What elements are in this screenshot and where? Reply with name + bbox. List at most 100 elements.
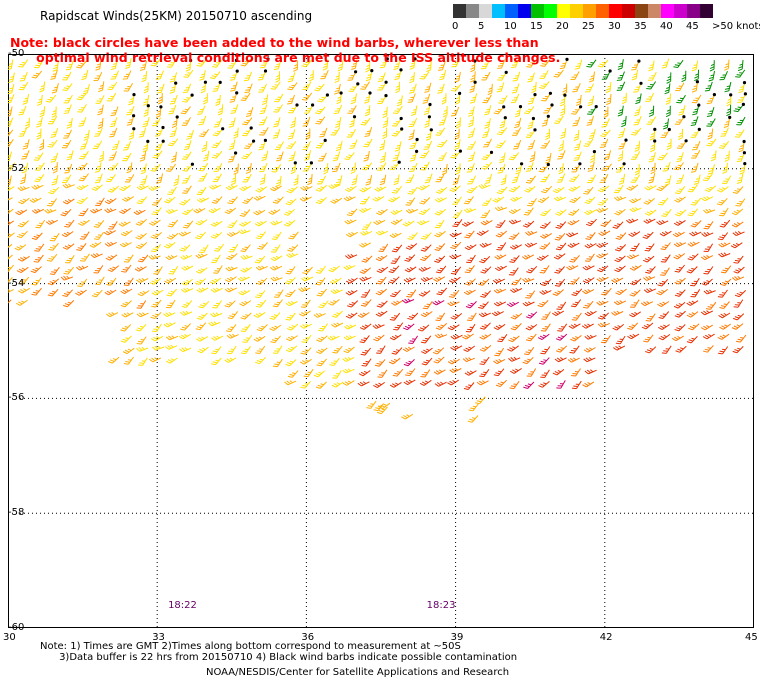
wind-barb (109, 117, 118, 128)
wind-barb (65, 254, 75, 264)
wind-barb (169, 72, 178, 83)
wind-barb (692, 140, 701, 151)
wind-barb (283, 219, 296, 227)
wind-barb (178, 231, 191, 237)
wind-barb (377, 406, 388, 415)
contamination-dot (684, 139, 688, 143)
wind-barb (288, 151, 296, 162)
wind-barb (213, 243, 225, 252)
wind-barb (450, 266, 462, 275)
wind-barb (331, 381, 344, 388)
wind-barb (720, 127, 729, 137)
wind-barb (363, 138, 373, 148)
wind-barb (95, 95, 105, 104)
wind-barb (270, 276, 283, 282)
wind-barb (540, 232, 552, 239)
wind-barb (566, 232, 579, 238)
wind-barb (418, 290, 431, 297)
contamination-dot (458, 149, 462, 153)
wind-barb (307, 173, 313, 186)
wind-barb (584, 243, 597, 249)
wind-barb (180, 323, 191, 331)
wind-barb (402, 346, 415, 352)
wind-barb (342, 380, 355, 386)
wind-barb (150, 58, 161, 67)
wind-barb (389, 312, 401, 321)
wind-barb (243, 71, 253, 82)
wind-barb (238, 289, 251, 296)
wind-barb (151, 299, 162, 308)
wind-barb (348, 83, 359, 93)
wind-barb (735, 198, 746, 207)
wind-barb (648, 173, 656, 184)
wind-barb (526, 368, 537, 377)
wind-barb (447, 301, 460, 307)
wind-barb (716, 186, 729, 193)
wind-barb (597, 312, 610, 320)
wind-barb (179, 347, 192, 353)
contamination-dot (473, 59, 477, 63)
wind-barb (183, 69, 194, 78)
wind-barb (584, 369, 597, 375)
wind-barb (104, 198, 117, 205)
wind-barb (524, 347, 535, 356)
wind-barb (120, 288, 133, 295)
wind-barb (379, 58, 388, 69)
wind-barb (167, 232, 179, 240)
wind-barb (437, 152, 447, 161)
contamination-dot (608, 69, 612, 73)
wind-barb (709, 60, 715, 72)
wind-barb (493, 106, 505, 115)
contamination-dot (622, 162, 626, 166)
wind-barb (455, 117, 461, 129)
wind-barb (108, 356, 120, 364)
wind-barb (581, 289, 595, 295)
wind-barb (14, 244, 27, 251)
wind-barb (104, 289, 117, 296)
wind-barb (482, 128, 490, 139)
wind-barb (377, 162, 387, 171)
wind-barb (261, 94, 269, 106)
wind-barb (403, 323, 415, 331)
wind-barb (316, 358, 327, 367)
wind-barb (181, 287, 194, 293)
wind-barb (718, 312, 731, 319)
wind-barb (523, 106, 535, 115)
wind-barb (299, 323, 313, 329)
wind-barb (228, 139, 236, 151)
wind-barb (8, 151, 12, 162)
wind-barb (675, 174, 685, 184)
wind-barb (137, 290, 150, 297)
wind-barb (347, 71, 357, 81)
wind-barb (480, 290, 491, 298)
wind-barb (106, 92, 117, 102)
wind-barb (110, 59, 118, 71)
wind-barb (673, 301, 686, 309)
wind-barb (345, 312, 358, 319)
wind-barb (584, 310, 597, 317)
wind-barb (95, 59, 102, 71)
wind-barb (553, 69, 564, 78)
wind-barb (703, 345, 714, 353)
colorbar-swatch (648, 4, 661, 18)
wind-barb (8, 277, 13, 285)
wind-barb (690, 197, 702, 206)
wind-barb (391, 347, 403, 355)
wind-barb (641, 322, 654, 330)
wind-barb (150, 311, 162, 320)
wind-barb (539, 221, 551, 229)
wind-barb (233, 127, 239, 139)
wind-barb (597, 198, 609, 206)
wind-barb (648, 105, 655, 117)
colorbar-swatch (479, 4, 492, 18)
wind-barb (527, 118, 534, 130)
wind-barb (510, 196, 523, 202)
wind-barb (8, 208, 14, 216)
wind-barb (731, 208, 744, 216)
wind-barb (319, 127, 328, 138)
wind-barb (242, 117, 253, 126)
wind-barb (573, 129, 580, 142)
wind-barb (732, 231, 745, 237)
wind-barb (228, 152, 237, 163)
wind-barb (226, 333, 239, 339)
